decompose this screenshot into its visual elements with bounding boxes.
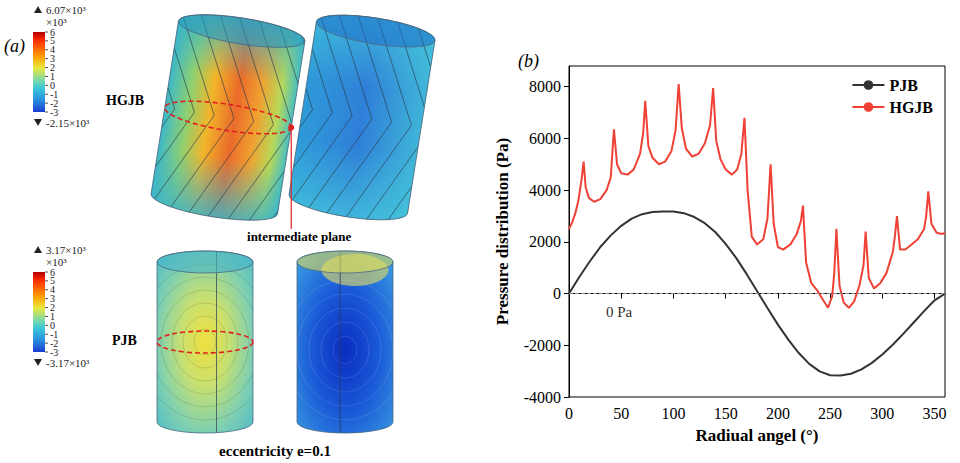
svg-text:-2000: -2000: [524, 337, 561, 354]
svg-text:-4000: -4000: [524, 389, 561, 406]
svg-text:2: 2: [50, 302, 55, 314]
svg-text:150: 150: [714, 405, 738, 422]
svg-text:3.17×10³: 3.17×10³: [46, 244, 86, 256]
svg-text:4000: 4000: [529, 182, 561, 199]
svg-text:300: 300: [870, 405, 894, 422]
svg-text:0: 0: [565, 405, 573, 422]
svg-text:-2: -2: [50, 97, 59, 109]
svg-text:4: 4: [50, 284, 55, 296]
svg-text:-3: -3: [50, 347, 58, 358]
svg-text:8000: 8000: [529, 78, 561, 95]
svg-text:intermediate plane: intermediate plane: [247, 229, 352, 244]
svg-text:HGJB: HGJB: [106, 93, 144, 108]
svg-text:(b): (b): [518, 51, 539, 72]
svg-text:50: 50: [613, 405, 629, 422]
svg-text:-3.17×10³: -3.17×10³: [46, 357, 90, 369]
svg-text:350: 350: [923, 405, 947, 422]
svg-text:6.07×10³: 6.07×10³: [46, 4, 86, 16]
svg-text:6: 6: [50, 266, 55, 278]
svg-text:PJB: PJB: [889, 77, 918, 94]
svg-text:-2.15×10³: -2.15×10³: [46, 117, 90, 129]
svg-text:5: 5: [50, 35, 55, 47]
svg-text:-1: -1: [50, 328, 59, 340]
svg-text:4: 4: [50, 44, 55, 56]
svg-text:0: 0: [553, 285, 561, 302]
svg-text:3: 3: [50, 53, 55, 65]
svg-text:250: 250: [818, 405, 842, 422]
svg-text:0: 0: [50, 79, 55, 91]
svg-text:1: 1: [50, 310, 55, 322]
svg-text:(a): (a): [4, 36, 25, 57]
svg-text:2: 2: [50, 62, 55, 74]
svg-text:PJB: PJB: [112, 333, 137, 348]
svg-text:0 Pa: 0 Pa: [606, 304, 633, 320]
svg-text:6000: 6000: [529, 130, 561, 147]
svg-text:-2: -2: [50, 337, 59, 349]
svg-text:×10³: ×10³: [46, 16, 67, 28]
svg-text:1: 1: [50, 70, 55, 82]
svg-text:100: 100: [661, 405, 685, 422]
svg-text:-3: -3: [50, 107, 58, 118]
svg-text:6: 6: [50, 26, 55, 38]
svg-text:Pressure distribution (Pa): Pressure distribution (Pa): [493, 138, 512, 325]
svg-text:-1: -1: [50, 88, 59, 100]
svg-text:3: 3: [50, 293, 55, 305]
svg-text:5: 5: [50, 275, 55, 287]
svg-text:200: 200: [766, 405, 790, 422]
svg-text:0: 0: [50, 319, 55, 331]
svg-text:eccentricity e=0.1: eccentricity e=0.1: [219, 443, 331, 459]
svg-text:×10³: ×10³: [46, 256, 67, 268]
svg-text:2000: 2000: [529, 233, 561, 250]
svg-text:HGJB: HGJB: [889, 99, 933, 116]
svg-text:Radiual angel (°): Radiual angel (°): [696, 426, 819, 445]
